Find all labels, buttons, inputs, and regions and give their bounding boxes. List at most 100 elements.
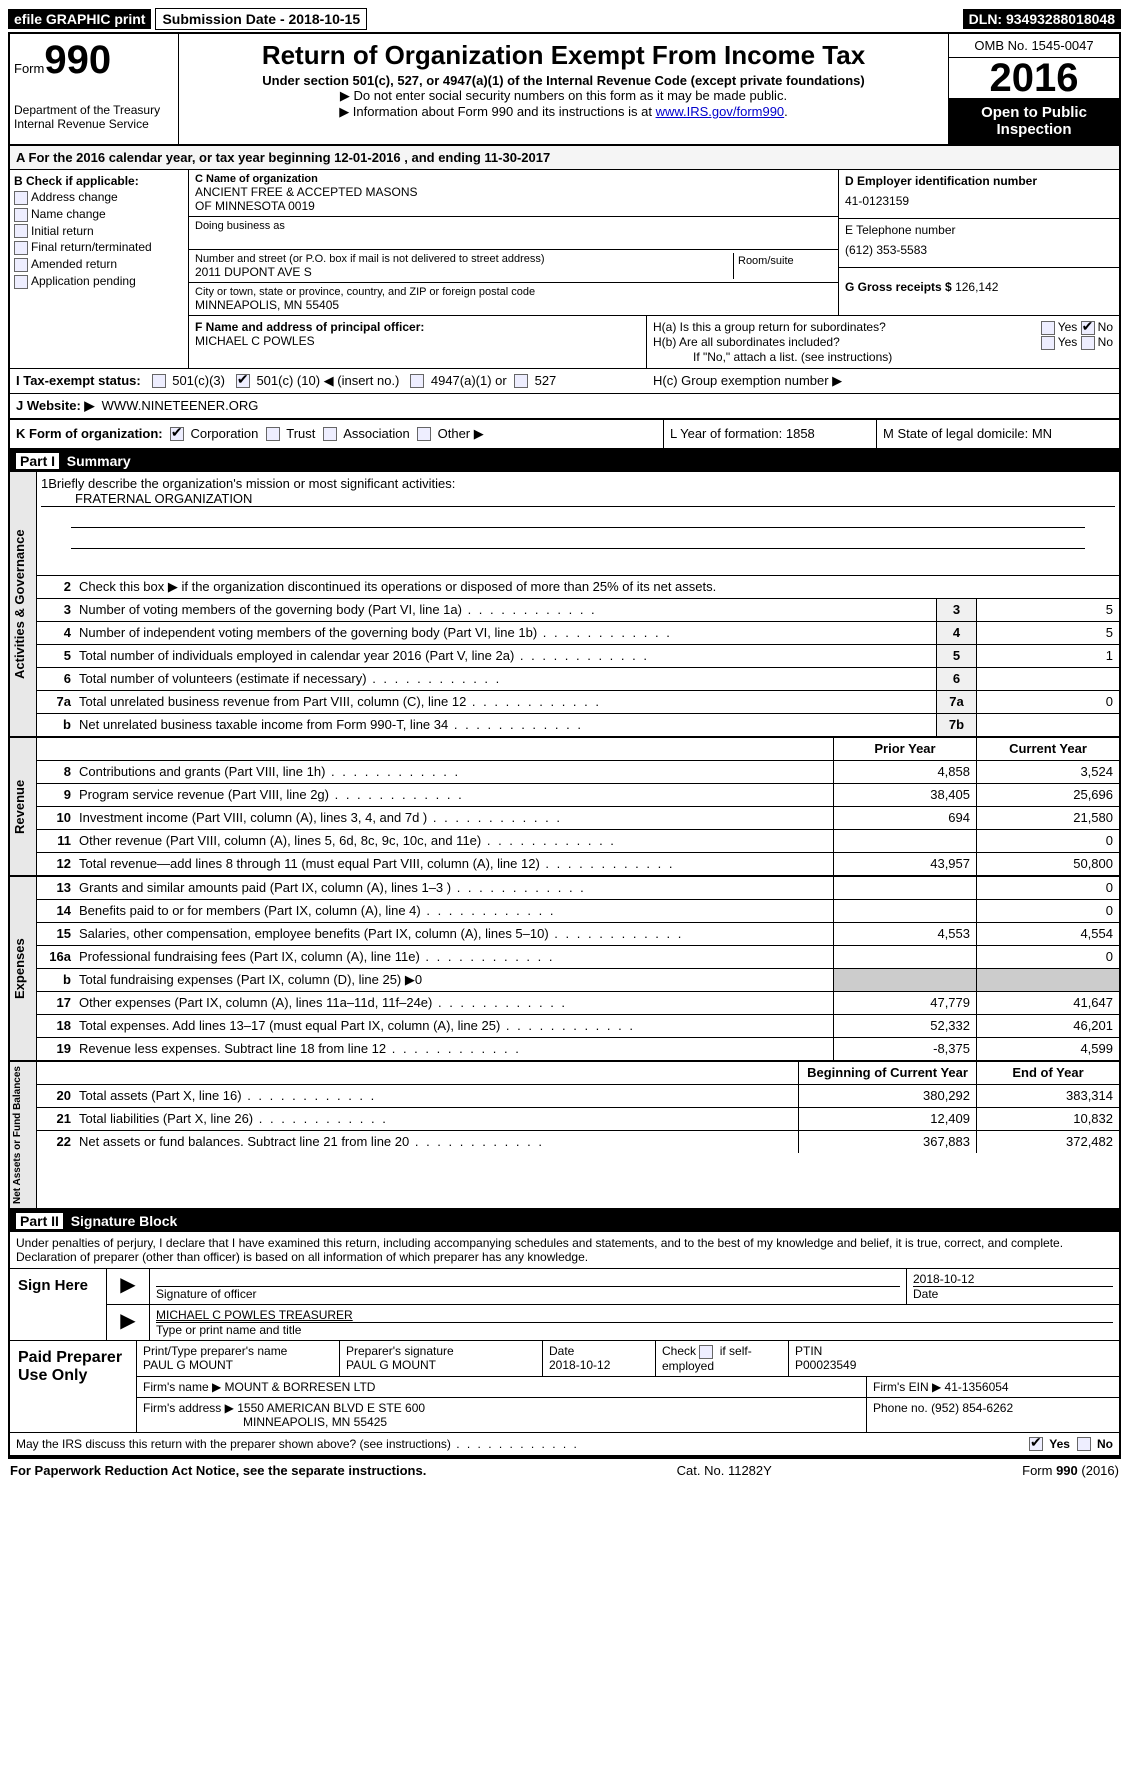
type-name-label: Type or print name and title — [156, 1323, 1113, 1337]
rev-row: 8 Contributions and grants (Part VIII, l… — [37, 761, 1119, 784]
section-b-title: B Check if applicable: — [14, 174, 184, 188]
rev-row: 9 Program service revenue (Part VIII, li… — [37, 784, 1119, 807]
section-b: B Check if applicable: Address change Na… — [10, 170, 189, 368]
exp-section: Expenses 13 Grants and similar amounts p… — [8, 877, 1121, 1062]
dba-label: Doing business as — [195, 220, 832, 232]
prep-name-label: Print/Type preparer's name — [143, 1344, 333, 1358]
gov-row: 3 Number of voting members of the govern… — [37, 599, 1119, 622]
line2-label: Check this box ▶ if the organization dis… — [75, 576, 1119, 598]
begin-year-header: Beginning of Current Year — [798, 1062, 976, 1084]
form-org-label: K Form of organization: — [16, 426, 163, 441]
tax-year: 2016 — [949, 58, 1119, 98]
sig-intro: Under penalties of perjury, I declare th… — [10, 1232, 1119, 1269]
officer-printed-name: MICHAEL C POWLES TREASURER — [156, 1308, 1113, 1323]
gov-section: Activities & Governance 1 Briefly descri… — [8, 472, 1121, 738]
prep-date: 2018-10-12 — [549, 1358, 649, 1372]
prep-sig-label: Preparer's signature — [346, 1344, 536, 1358]
form-label: Form — [14, 61, 44, 76]
form-header: Form990 Department of the Treasury Inter… — [8, 32, 1121, 146]
net-row: 20 Total assets (Part X, line 16) 380,29… — [37, 1085, 1119, 1108]
website-value: WWW.NINETEENER.ORG — [102, 398, 259, 413]
gov-row: 5 Total number of individuals employed i… — [37, 645, 1119, 668]
form-title: Return of Organization Exempt From Incom… — [187, 40, 940, 71]
firm-name-label: Firm's name ▶ — [143, 1380, 221, 1394]
discuss-no[interactable] — [1077, 1437, 1091, 1451]
rev-row: 11 Other revenue (Part VIII, column (A),… — [37, 830, 1119, 853]
city-label: City or town, state or province, country… — [195, 286, 832, 298]
section-a: A For the 2016 calendar year, or tax yea… — [8, 146, 1121, 170]
form-number: 990 — [44, 38, 111, 82]
net-row: 21 Total liabilities (Part X, line 26) 1… — [37, 1108, 1119, 1131]
cb-501c[interactable] — [236, 374, 250, 388]
section-f: F Name and address of principal officer:… — [189, 316, 647, 368]
tel-value: (612) 353-5583 — [845, 237, 1113, 263]
cb-app-pending[interactable]: Application pending — [14, 274, 184, 289]
cb-address-change[interactable]: Address change — [14, 190, 184, 205]
section-c: C Name of organization ANCIENT FREE & AC… — [189, 170, 839, 315]
page-footer: For Paperwork Reduction Act Notice, see … — [8, 1457, 1121, 1482]
cb-amended[interactable]: Amended return — [14, 257, 184, 272]
exp-row: 15 Salaries, other compensation, employe… — [37, 923, 1119, 946]
officer-label: F Name and address of principal officer: — [195, 320, 424, 334]
org-name-2: OF MINNESOTA 0019 — [195, 199, 832, 213]
vert-rev: Revenue — [10, 738, 37, 875]
ha-label: H(a) Is this a group return for subordin… — [653, 320, 886, 335]
phone-value: (952) 854-6262 — [931, 1401, 1013, 1415]
tax-status-label: I Tax-exempt status: — [16, 373, 141, 388]
cb-final-return[interactable]: Final return/terminated — [14, 240, 184, 255]
cb-corp[interactable] — [170, 427, 184, 441]
cb-527[interactable] — [514, 374, 528, 388]
org-name-1: ANCIENT FREE & ACCEPTED MASONS — [195, 185, 832, 199]
irs-link[interactable]: www.IRS.gov/form990 — [656, 104, 785, 119]
prep-name: PAUL G MOUNT — [143, 1358, 333, 1372]
vert-gov: Activities & Governance — [10, 472, 37, 736]
preparer-section: Paid Preparer Use Only Print/Type prepar… — [10, 1341, 1119, 1432]
current-year-header: Current Year — [976, 738, 1119, 760]
submission-date: Submission Date - 2018-10-15 — [155, 8, 367, 30]
ein-value: 41-0123159 — [845, 188, 1113, 214]
ha-yes[interactable] — [1041, 321, 1055, 335]
cb-name-change[interactable]: Name change — [14, 207, 184, 222]
end-year-header: End of Year — [976, 1062, 1119, 1084]
gov-row: 4 Number of independent voting members o… — [37, 622, 1119, 645]
form-footer: Form 990 (2016) — [1022, 1463, 1119, 1478]
section-bcd: B Check if applicable: Address change Na… — [8, 170, 1121, 369]
section-h: H(a) Is this a group return for subordin… — [647, 316, 1119, 368]
prep-date-label: Date — [549, 1344, 649, 1358]
signature-block: Under penalties of perjury, I declare th… — [8, 1232, 1121, 1458]
net-section: Net Assets or Fund Balances Beginning of… — [8, 1062, 1121, 1210]
firm-city: MINNEAPOLIS, MN 55425 — [143, 1415, 860, 1429]
website-label: J Website: ▶ — [16, 398, 94, 413]
vert-net: Net Assets or Fund Balances — [10, 1062, 37, 1208]
ha-no[interactable] — [1081, 321, 1095, 335]
phone-label: Phone no. — [873, 1401, 928, 1415]
hb-no[interactable] — [1081, 336, 1095, 350]
exp-row: 19 Revenue less expenses. Subtract line … — [37, 1038, 1119, 1060]
cb-4947[interactable] — [410, 374, 424, 388]
line1-label: Briefly describe the organization's miss… — [48, 476, 455, 491]
street-address: 2011 DUPONT AVE S — [195, 265, 733, 279]
discuss-yes[interactable] — [1029, 1437, 1043, 1451]
cb-other[interactable] — [417, 427, 431, 441]
omb-number: OMB No. 1545-0047 — [949, 34, 1119, 58]
header-left: Form990 Department of the Treasury Inter… — [10, 34, 179, 144]
hb-yes[interactable] — [1041, 336, 1055, 350]
addr-label: Number and street (or P.O. box if mail i… — [195, 253, 733, 265]
exp-row: 17 Other expenses (Part IX, column (A), … — [37, 992, 1119, 1015]
section-d: D Employer identification number 41-0123… — [839, 170, 1119, 315]
cb-501c3[interactable] — [152, 374, 166, 388]
dept-treasury: Department of the Treasury — [14, 103, 174, 117]
ein-label: D Employer identification number — [845, 174, 1037, 188]
firm-ein-label: Firm's EIN ▶ — [873, 1380, 941, 1394]
vert-exp: Expenses — [10, 877, 37, 1060]
cb-self-employed[interactable] — [699, 1345, 713, 1359]
cb-initial-return[interactable]: Initial return — [14, 224, 184, 239]
ptin-value: P00023549 — [795, 1358, 1113, 1372]
cb-assoc[interactable] — [323, 427, 337, 441]
gov-row: 7a Total unrelated business revenue from… — [37, 691, 1119, 714]
cb-trust[interactable] — [266, 427, 280, 441]
hb-note: If "No," attach a list. (see instruction… — [653, 350, 1113, 364]
paid-preparer-label: Paid Preparer Use Only — [10, 1341, 137, 1432]
tel-label: E Telephone number — [845, 223, 1113, 237]
self-employed: Check if self-employed — [656, 1341, 789, 1376]
